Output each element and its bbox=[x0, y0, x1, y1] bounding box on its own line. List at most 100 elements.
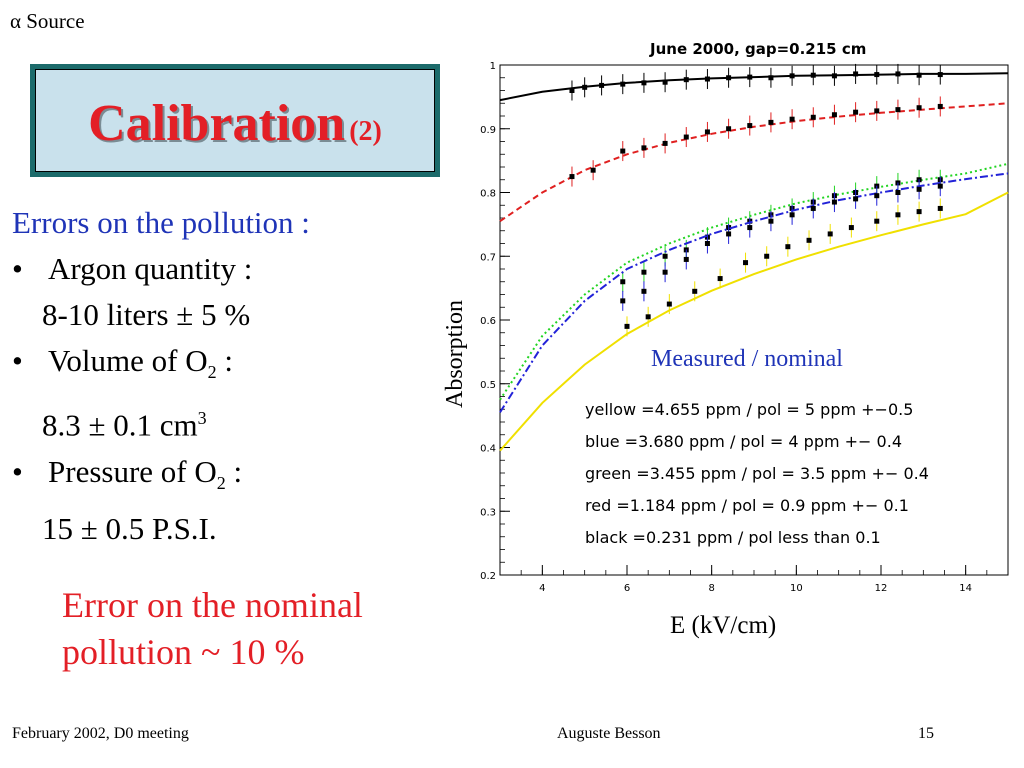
legend-entry: red =1.184 ppm / pol = 0.9 ppm +− 0.1 bbox=[585, 496, 909, 515]
y-tick-label: 0.4 bbox=[480, 444, 496, 455]
data-point bbox=[831, 199, 837, 205]
y-tick-label: 0.8 bbox=[480, 189, 496, 200]
legend-entry: green =3.455 ppm / pol = 3.5 ppm +− 0.4 bbox=[585, 464, 929, 483]
bullet-glyph: • bbox=[12, 453, 23, 489]
data-point bbox=[853, 71, 859, 77]
fit-curve bbox=[499, 162, 1009, 401]
pollution-errors-text: Errors on the pollution : • Argon quantit… bbox=[12, 200, 432, 552]
error-note: Error on the nominal pollution ~ 10 % bbox=[62, 582, 363, 676]
chart-title: June 2000, gap=0.215 cm bbox=[650, 40, 867, 58]
data-point bbox=[704, 76, 710, 82]
measured-nominal-annotation: Measured / nominal bbox=[651, 346, 843, 372]
data-point bbox=[937, 183, 943, 189]
error-note-line: Error on the nominal bbox=[62, 585, 363, 625]
data-point bbox=[704, 129, 710, 135]
data-point bbox=[895, 190, 901, 195]
bullet-glyph: • bbox=[12, 251, 23, 286]
data-point bbox=[683, 256, 689, 262]
data-point bbox=[747, 123, 753, 129]
data-point bbox=[916, 105, 922, 111]
oxygen-volume-label-suffix: : bbox=[216, 343, 233, 378]
error-note-line: pollution ~ 10 % bbox=[62, 632, 305, 672]
data-point bbox=[916, 72, 922, 78]
plot-frame bbox=[499, 64, 1009, 576]
data-point bbox=[789, 73, 795, 79]
oxygen-pressure-label-suffix: : bbox=[225, 453, 243, 489]
data-point bbox=[937, 205, 943, 211]
argon-label: Argon quantity : bbox=[48, 251, 253, 286]
data-point bbox=[641, 269, 647, 275]
data-point bbox=[785, 244, 791, 250]
data-point bbox=[683, 134, 689, 140]
y-tick-label: 0.2 bbox=[480, 571, 496, 582]
y-tick-label: 0.5 bbox=[480, 380, 496, 391]
slide-title-box: Calibration (2) bbox=[30, 64, 440, 177]
data-point bbox=[895, 212, 901, 218]
data-point bbox=[848, 225, 854, 231]
data-point bbox=[895, 71, 901, 77]
data-point bbox=[620, 279, 626, 285]
x-tick-label: 6 bbox=[624, 583, 630, 594]
x-axis-label: E (kV/cm) bbox=[670, 612, 777, 639]
oxygen-volume-item: • Volume of O2 : bbox=[12, 338, 432, 395]
data-point bbox=[704, 241, 710, 246]
data-point bbox=[810, 72, 816, 78]
data-point bbox=[747, 74, 753, 80]
oxygen-volume-value: 8.3 ± 0.1 cm3 bbox=[12, 395, 432, 448]
data-point bbox=[620, 148, 626, 154]
fit-curve bbox=[499, 191, 1009, 452]
slide-title-suffix: (2) bbox=[349, 116, 382, 147]
slide-title: Calibration (2) bbox=[36, 94, 434, 153]
data-point bbox=[692, 288, 698, 294]
data-point bbox=[662, 79, 668, 85]
x-tick-label: 12 bbox=[875, 583, 888, 594]
oxygen-volume-label-sub: 2 bbox=[207, 362, 217, 383]
data-point bbox=[743, 260, 749, 266]
data-point bbox=[683, 77, 689, 83]
data-point bbox=[806, 237, 812, 243]
data-point bbox=[916, 186, 922, 192]
y-tick-label: 0.3 bbox=[480, 507, 496, 518]
data-point bbox=[874, 72, 880, 78]
data-point bbox=[827, 231, 833, 237]
legend-entry: blue =3.680 ppm / pol = 4 ppm +− 0.4 bbox=[585, 432, 902, 451]
data-point bbox=[590, 167, 596, 173]
data-point bbox=[726, 126, 732, 132]
data-point bbox=[895, 107, 901, 113]
corner-note: α Source bbox=[10, 9, 85, 33]
data-point bbox=[747, 225, 753, 231]
data-point bbox=[582, 84, 588, 90]
footer-center: Auguste Besson bbox=[557, 725, 661, 742]
bullet-glyph: • bbox=[12, 343, 23, 378]
data-point bbox=[726, 75, 732, 81]
slide-title-main: Calibration bbox=[88, 95, 346, 152]
data-point bbox=[768, 75, 774, 81]
data-point bbox=[624, 323, 630, 329]
oxygen-pressure-item: • Pressure of O2 : bbox=[12, 449, 432, 506]
x-tick-label: 8 bbox=[708, 583, 714, 594]
slide-title-panel: Calibration (2) bbox=[35, 69, 435, 172]
oxygen-pressure-label-prefix: Pressure of O bbox=[48, 453, 217, 489]
data-point bbox=[937, 72, 943, 78]
data-point bbox=[874, 108, 880, 114]
data-point bbox=[874, 218, 880, 224]
footer-left: February 2002, D0 meeting bbox=[12, 725, 189, 742]
legend-entry: black =0.231 ppm / pol less than 0.1 bbox=[585, 528, 881, 547]
data-point bbox=[874, 193, 880, 199]
data-point bbox=[662, 140, 668, 146]
fit-curve bbox=[499, 172, 1009, 413]
data-point bbox=[853, 196, 859, 202]
footer-page-number: 15 bbox=[918, 725, 934, 742]
x-tick-label: 4 bbox=[539, 583, 545, 594]
data-point bbox=[645, 314, 651, 320]
legend-entry: yellow =4.655 ppm / pol = 5 ppm +−0.5 bbox=[585, 400, 914, 419]
data-point bbox=[569, 174, 575, 180]
data-point bbox=[662, 269, 668, 275]
y-tick-label: 0.6 bbox=[480, 316, 496, 327]
data-point bbox=[831, 73, 837, 79]
data-point bbox=[764, 253, 770, 259]
oxygen-volume-value-prefix: 8.3 ± 0.1 cm bbox=[42, 407, 198, 443]
y-axis-label: Absorption bbox=[442, 300, 468, 408]
data-point bbox=[641, 80, 647, 86]
data-point bbox=[831, 112, 837, 118]
